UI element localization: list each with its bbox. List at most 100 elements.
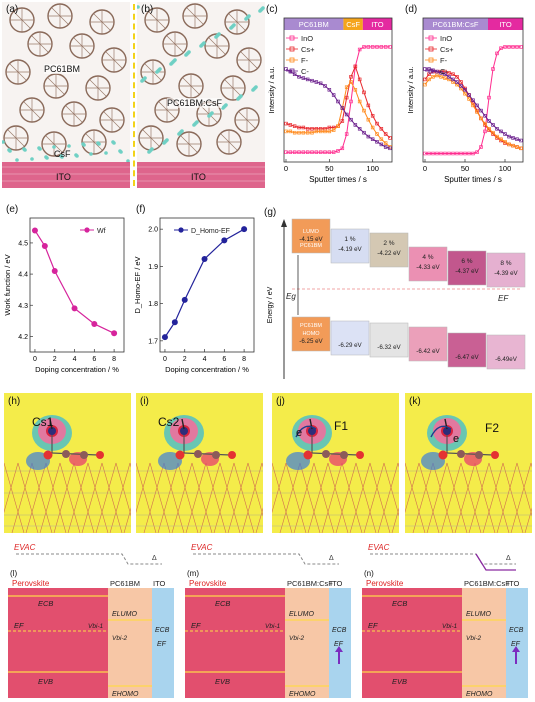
x-tick-label: 2: [53, 356, 57, 363]
csf-atom: [147, 150, 151, 154]
oxygen-atom: [491, 451, 499, 459]
ito-layer: [137, 162, 265, 188]
x-tick-label: 0: [284, 164, 288, 173]
vbi1-label: Vbi-1: [265, 623, 281, 630]
series-marker-C: [336, 99, 340, 104]
lumo-value: -4.37 eV: [455, 268, 479, 275]
layer-label: ITO: [153, 579, 166, 588]
series-marker-C: [353, 123, 358, 127]
csf-atom: [81, 142, 85, 146]
y-tick-label: 4.4: [18, 272, 28, 279]
series-marker-InO: [439, 151, 443, 156]
fullerene-mesh: [20, 98, 44, 122]
workfunction-chart: 4.2 4.3 4.4 4.5 0 2 4 6 8 Wf Work function / eV Dop…: [3, 217, 125, 374]
series-marker-C: [357, 127, 362, 131]
x-tick-label: 100: [366, 164, 379, 173]
panel-label: (n): [364, 569, 374, 578]
data-point: [241, 226, 248, 233]
series-marker-InO: [447, 151, 451, 156]
x-axis-label: Doping concentration / %: [165, 365, 249, 374]
bond: [183, 452, 231, 456]
panel-label: (m): [187, 569, 199, 578]
series-marker-Cs: [366, 103, 371, 108]
series-marker-C: [515, 137, 519, 141]
series-marker-C: [455, 80, 459, 84]
band-diagram-m: EVAC Δ (m)Perovskite ECB EVB EF PC61BM:CsF ELUM…: [185, 543, 351, 698]
series-marker-C: [301, 76, 306, 80]
series-marker-F: [435, 73, 439, 78]
series-marker-C: [463, 88, 467, 92]
series-marker-F: [491, 130, 495, 135]
series-marker-C: [475, 103, 479, 108]
energy-diagram: Energy / eV -4.15 eV -6.25 eV -4.19 eV -6.29…: [267, 218, 526, 379]
csf-atom: [2, 140, 5, 144]
series-marker-F: [327, 129, 332, 134]
series-marker-C: [507, 134, 511, 139]
csf-atom: [37, 146, 41, 150]
series-marker-InO: [503, 45, 507, 49]
series-marker-InO: [349, 99, 353, 104]
legend-label: C-: [301, 67, 309, 76]
csf-atom: [89, 152, 93, 156]
csf-atom: [177, 132, 181, 136]
doping-percent: 2 %: [383, 240, 394, 247]
vbi2-label: Vbi-2: [112, 635, 128, 642]
region-bar: [284, 18, 344, 30]
delta-label: Δ: [152, 555, 157, 562]
bond: [446, 452, 494, 456]
lumo-block: [447, 250, 487, 286]
evb-label: EVB: [392, 677, 407, 686]
series-marker-C: [499, 129, 503, 134]
shift-arrow-head: [512, 646, 520, 652]
series-marker-F: [503, 140, 507, 144]
lattice-bonds: [136, 462, 263, 533]
series-marker-C: [491, 123, 495, 127]
series-marker-InO: [515, 45, 519, 49]
x-tick-label: 0: [423, 164, 427, 173]
csf-atom: [169, 62, 173, 66]
ito-layer: [329, 588, 351, 698]
series-marker-F: [479, 116, 483, 121]
series-marker-InO: [375, 45, 379, 49]
panel-h-dft: (h) Cs1: [4, 393, 131, 533]
series-marker-C: [439, 71, 443, 75]
csf-atom: [30, 157, 34, 161]
series-marker-InO: [467, 151, 471, 156]
pointer-arrow: [49, 418, 53, 430]
fullerene-mesh: [141, 60, 165, 84]
series-marker-InO: [435, 151, 439, 156]
homo-label: HOMO: [302, 331, 320, 337]
series-marker-C: [314, 80, 319, 84]
panel-label: (f): [136, 204, 146, 215]
series-marker-Cs: [340, 119, 345, 123]
panel-l-band: EVAC Δ (l) Perovskite ECB EVB EF PC61BM ELUMO EHO…: [2, 536, 178, 700]
series-marker-F: [375, 132, 379, 136]
lattice-bonds: [405, 462, 532, 533]
fullerene-mesh: [139, 126, 163, 150]
layer-label: PC61BM: [110, 579, 140, 588]
series-line-InO: [286, 46, 390, 153]
x-tick-label: 8: [112, 356, 116, 363]
series-marker-F: [515, 145, 519, 149]
series-marker-F: [310, 130, 314, 135]
series-marker-C: [366, 134, 371, 139]
carbon-atom: [80, 451, 88, 459]
fullerene-mesh: [82, 130, 106, 154]
ito-layer: [152, 588, 174, 698]
homo-value: -6.25 eV: [299, 338, 323, 345]
y-axis-label: Energy / eV: [267, 286, 274, 323]
series-marker-C: [305, 77, 310, 82]
electron-label: e: [296, 427, 303, 439]
ecb-label: ECB: [38, 599, 53, 608]
layer-label: Perovskite: [189, 579, 227, 588]
csf-atom: [221, 106, 225, 110]
doping-percent: 1 %: [344, 236, 355, 243]
series-marker-InO: [318, 150, 323, 154]
y-tick-label: 1.8: [148, 301, 158, 308]
lumo-block: [486, 252, 526, 288]
series-marker-InO: [511, 45, 515, 49]
panel-label: (d): [405, 4, 418, 15]
layer-label: PC61BM:CsF: [287, 579, 333, 588]
csf-atom: [229, 26, 233, 30]
series-marker-Cs: [310, 127, 314, 131]
